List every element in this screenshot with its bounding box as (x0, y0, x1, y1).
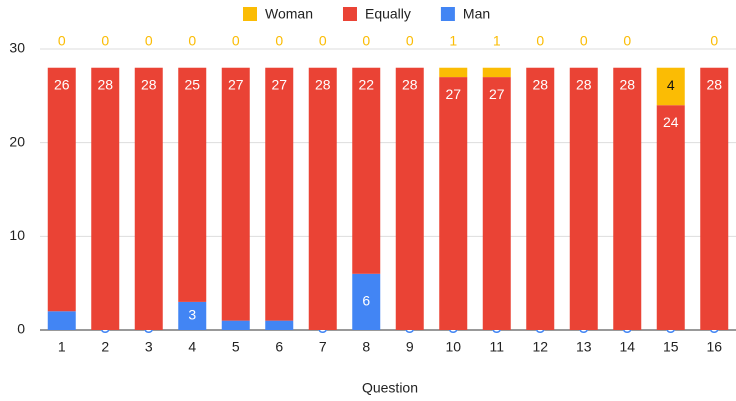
data-label: 27 (489, 86, 505, 102)
data-label: 27 (445, 86, 461, 102)
data-label: 28 (576, 76, 592, 92)
y-tick-label: 10 (9, 227, 25, 243)
data-label: 0 (145, 33, 153, 49)
x-tick-label: 15 (663, 339, 679, 355)
bar-segment (178, 301, 207, 330)
data-label: 28 (141, 76, 157, 92)
legend-swatch (243, 7, 257, 21)
data-label: 0 (319, 33, 327, 49)
data-label: 27 (271, 76, 287, 92)
x-tick-label: 16 (706, 339, 722, 355)
data-label: 0 (101, 33, 109, 49)
bar-segment (613, 67, 642, 330)
legend-label: Man (463, 6, 490, 22)
data-label: 0 (623, 33, 631, 49)
x-tick-label: 4 (188, 339, 196, 355)
bar-segment (134, 67, 163, 330)
bar-segment (439, 77, 468, 330)
data-label: 28 (706, 76, 722, 92)
data-label: 4 (667, 77, 675, 93)
x-tick-label: 8 (362, 339, 370, 355)
data-label: 0 (406, 33, 414, 49)
bar-segment (265, 67, 294, 321)
bar-segment (439, 67, 468, 78)
bar-segment (700, 67, 729, 330)
data-label: 28 (402, 76, 418, 92)
y-tick-label: 20 (9, 133, 25, 149)
x-tick-label: 13 (576, 339, 592, 355)
data-label: 28 (532, 76, 548, 92)
x-tick-label: 10 (445, 339, 461, 355)
bar-segment (47, 67, 76, 312)
data-label: 25 (184, 76, 200, 92)
data-label: 28 (97, 76, 113, 92)
data-label: 27 (228, 76, 244, 92)
data-label: 26 (54, 76, 70, 92)
x-tick-label: 5 (232, 339, 240, 355)
bar-segment (526, 67, 555, 330)
data-label: 3 (188, 307, 196, 323)
bar-segment (656, 105, 685, 330)
data-label: 0 (275, 33, 283, 49)
bar-segment (482, 67, 511, 78)
y-tick-label: 0 (17, 321, 25, 337)
data-label: 0 (232, 33, 240, 49)
bar-segment (352, 67, 381, 274)
legend-label: Woman (265, 6, 313, 22)
data-label: 28 (315, 76, 331, 92)
data-label: 1 (493, 33, 501, 49)
x-tick-label: 11 (489, 339, 504, 355)
bar-segment (265, 320, 294, 330)
bar-segment (47, 311, 76, 330)
y-tick-label: 30 (9, 40, 25, 56)
legend-swatch (342, 7, 357, 21)
legend-label: Equally (365, 6, 411, 22)
data-label: 0 (580, 33, 588, 49)
x-axis-label: Question (362, 380, 418, 396)
bar-segment (352, 273, 381, 330)
data-label: 0 (58, 33, 66, 49)
x-tick-label: 1 (58, 339, 66, 355)
data-label: 22 (358, 76, 374, 92)
x-tick-label: 14 (619, 339, 635, 355)
legend-swatch (440, 7, 455, 21)
bar-segment (308, 67, 337, 330)
data-label: 1 (449, 33, 457, 49)
data-label: 24 (663, 114, 679, 130)
x-tick-label: 3 (145, 339, 153, 355)
x-tick-label: 9 (406, 339, 414, 355)
data-label: 0 (536, 33, 544, 49)
bar-segment (221, 320, 250, 330)
bar-segment (178, 67, 207, 302)
x-tick-label: 2 (101, 339, 109, 355)
bar-segment (482, 77, 511, 330)
bar-segment (569, 67, 598, 330)
data-label: 0 (188, 33, 196, 49)
bar-segment (221, 67, 250, 321)
bar-segment (91, 67, 120, 330)
bar-segment (395, 67, 424, 330)
data-label: 6 (362, 293, 370, 309)
data-label: 28 (619, 76, 635, 92)
x-tick-label: 12 (532, 339, 548, 355)
data-label: 0 (362, 33, 370, 49)
bar-segment (656, 67, 685, 106)
x-tick-label: 6 (275, 339, 283, 355)
x-tick-label: 7 (319, 339, 327, 355)
data-label: 0 (710, 33, 718, 49)
